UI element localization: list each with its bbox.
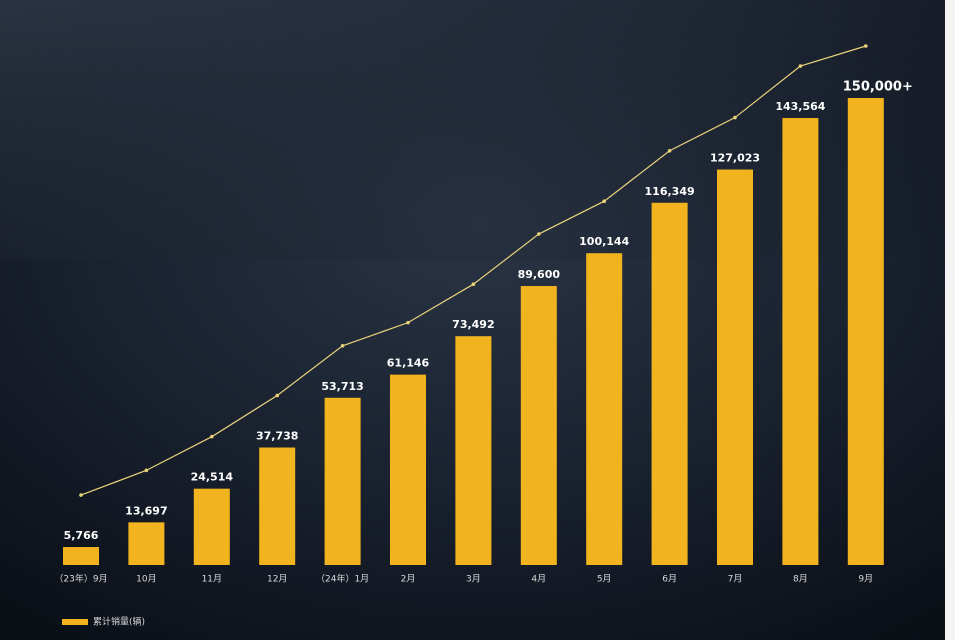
x-tick-label: 12月: [267, 574, 287, 585]
bar: [586, 253, 623, 565]
trend-point: [210, 434, 214, 439]
value-label: 100,144: [579, 235, 629, 248]
trend-point: [144, 468, 149, 473]
trend-point: [406, 320, 410, 325]
bar: [717, 169, 753, 565]
value-label: 13,697: [125, 504, 167, 517]
value-label: 5,766: [64, 529, 99, 542]
x-tick-label: 9月: [858, 574, 873, 585]
x-tick-label: 5月: [597, 574, 612, 585]
value-label: 37,738: [256, 430, 298, 443]
trend-point: [798, 64, 803, 68]
value-label: 61,146: [387, 357, 430, 370]
trend-point: [340, 343, 345, 348]
x-tick-label: 6月: [662, 574, 677, 585]
x-tick-label: 4月: [531, 574, 546, 585]
value-label: 24,514: [191, 471, 234, 484]
value-label: 89,600: [518, 268, 561, 281]
trend-point: [864, 44, 868, 48]
value-label: 127,023: [710, 152, 760, 165]
value-label: 116,349: [645, 185, 695, 198]
x-tick-label: 2月: [401, 574, 416, 585]
legend-label: 累计销量(辆): [93, 616, 145, 628]
bar: [193, 488, 230, 565]
value-label: 143,564: [775, 100, 825, 113]
bar: [128, 522, 165, 565]
x-tick-label: 11月: [202, 574, 222, 585]
plot: 5,766 （23年）9月 13,697 10月 24,514 11月 37,738 12月 5…: [54, 44, 913, 628]
bar: [259, 447, 296, 565]
edge-strip: [945, 0, 955, 640]
trend-point: [275, 393, 280, 398]
trend-point: [79, 493, 83, 497]
bar: [390, 374, 426, 565]
value-label: 53,713: [321, 380, 363, 393]
x-tick-label: 7月: [728, 574, 743, 585]
trend-point: [602, 199, 606, 204]
legend-swatch: [62, 619, 88, 625]
bar: [520, 286, 557, 565]
value-label: 73,492: [452, 318, 494, 331]
x-tick-label: 10月: [136, 574, 156, 585]
x-tick-label: 8月: [793, 574, 808, 585]
x-tick-label: （23年）9月: [54, 573, 107, 585]
bar: [782, 118, 819, 565]
value-label: 150,000+: [843, 80, 913, 95]
bar: [847, 98, 884, 565]
bar: [651, 202, 688, 565]
bar: [455, 336, 492, 565]
trend-point: [733, 115, 737, 120]
trend-point: [537, 232, 541, 236]
bar: [63, 547, 99, 565]
x-tick-label: （24年）1月: [316, 573, 369, 585]
trend-point: [471, 282, 476, 286]
bar: [324, 397, 361, 565]
x-tick-label: 3月: [466, 574, 481, 585]
trend-point: [667, 148, 672, 153]
